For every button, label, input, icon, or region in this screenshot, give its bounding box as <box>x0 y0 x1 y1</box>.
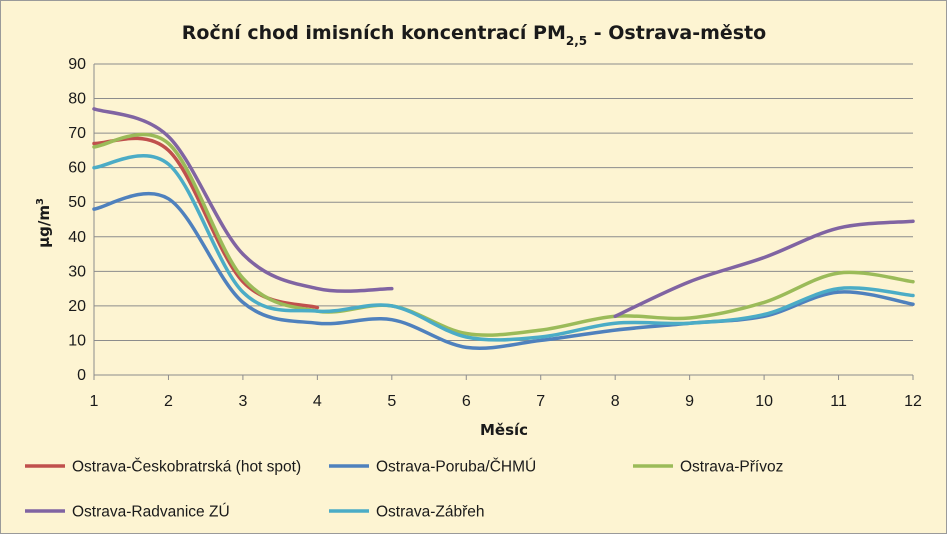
y-tick-label: 60 <box>68 160 86 177</box>
series-4-line <box>613 219 915 319</box>
series-lines <box>92 107 915 350</box>
series-2-line <box>92 191 915 350</box>
legend: Ostrava-Českobratrská (hot spot) Ostrava-… <box>25 459 783 521</box>
x-tick-label: 7 <box>536 393 545 410</box>
y-tick-label: 10 <box>68 332 86 349</box>
legend-label: Ostrava-Poruba/ČHMÚ <box>376 459 536 476</box>
legend-item: Ostrava-Radvanice ZÚ <box>25 504 230 521</box>
x-tick-label: 9 <box>685 393 694 410</box>
y-tick-label: 20 <box>68 298 86 315</box>
y-axis-label: µg/m3 <box>35 198 53 248</box>
gridlines <box>94 63 913 341</box>
y-tick-label: 90 <box>68 56 86 73</box>
x-tick-label: 4 <box>313 393 322 410</box>
x-tick-label: 2 <box>164 393 173 410</box>
legend-label: Ostrava-Přívoz <box>680 459 783 476</box>
legend-label: Ostrava-Zábřeh <box>376 504 485 521</box>
legend-item: Ostrava-Poruba/ČHMÚ <box>329 459 536 476</box>
series-3-line <box>92 132 915 337</box>
legend-item: Ostrava-Českobratrská (hot spot) <box>25 459 301 476</box>
chart-title: Roční chod imisních koncentrací PM2,5 - … <box>182 22 766 48</box>
y-tick-label: 50 <box>68 194 86 211</box>
x-tick-label: 1 <box>90 393 99 410</box>
series-4-line <box>92 107 394 293</box>
legend-item: Ostrava-Přívoz <box>633 459 783 476</box>
y-tick-label: 80 <box>68 91 86 108</box>
legend-label: Ostrava-Českobratrská (hot spot) <box>72 459 301 476</box>
y-tick-label: 0 <box>77 367 86 384</box>
x-tick-label: 5 <box>387 393 396 410</box>
x-tick-label: 11 <box>830 393 847 410</box>
x-tick-label: 12 <box>904 393 922 410</box>
series-5-line <box>92 153 915 342</box>
legend-label: Ostrava-Radvanice ZÚ <box>72 504 230 521</box>
x-axis-label: Měsíc <box>480 421 528 439</box>
x-tick-label: 3 <box>238 393 247 410</box>
x-tick-label: 8 <box>611 393 620 410</box>
y-tick-label: 70 <box>68 125 86 142</box>
legend-item: Ostrava-Zábřeh <box>329 504 485 521</box>
y-tick-label: 40 <box>68 229 86 246</box>
x-tick-label: 10 <box>755 393 773 410</box>
x-tick-label: 6 <box>462 393 471 410</box>
y-tick-label: 30 <box>68 263 86 280</box>
